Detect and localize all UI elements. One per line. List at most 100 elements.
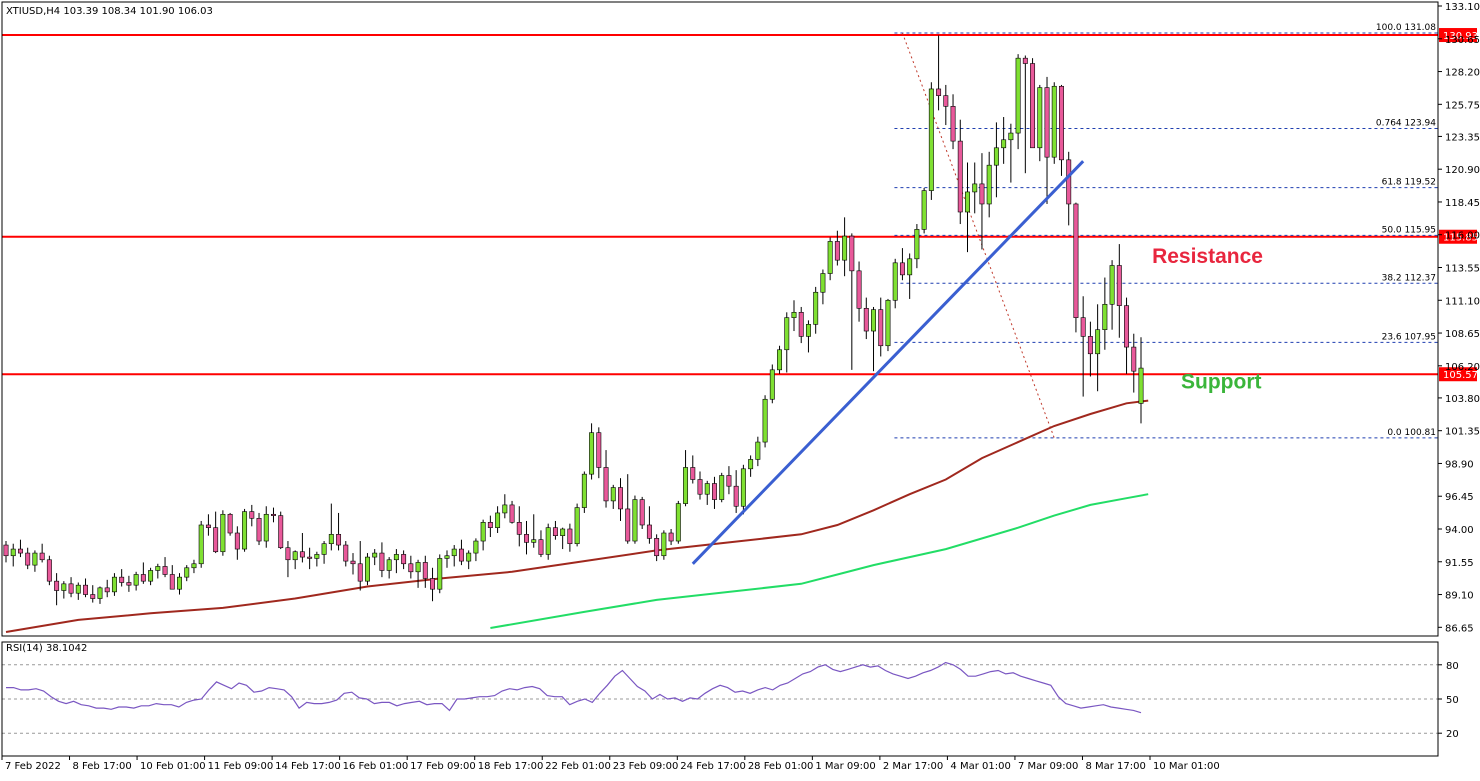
- candle-body: [885, 299, 891, 347]
- candle-body: [155, 566, 161, 571]
- candles-layer: [3, 35, 1144, 606]
- candle-body: [668, 532, 674, 542]
- candle-body: [762, 398, 768, 443]
- candle-body: [1095, 329, 1101, 355]
- date-tick-label: 14 Feb 17:00: [275, 761, 341, 772]
- candle-body: [683, 467, 689, 504]
- price-tag-box: [1439, 367, 1477, 382]
- candle-body: [892, 262, 898, 301]
- levels-layer: 130.93 115.85 105.57 100.0 131.08 0.764 123.…: [2, 23, 1478, 439]
- candle-body: [177, 576, 182, 590]
- price-tick-label: 113.55: [1445, 264, 1480, 275]
- candle-body: [32, 552, 38, 566]
- price-tag-label: 130.93: [1443, 31, 1478, 42]
- candle-body: [343, 544, 349, 562]
- fib-level-label: 0.0 100.81: [1387, 428, 1436, 438]
- candle-body: [97, 587, 103, 599]
- candle-body: [1059, 85, 1064, 161]
- price-tag-label: 105.57: [1443, 370, 1478, 381]
- candle-body: [357, 563, 363, 582]
- candle-body: [972, 183, 978, 193]
- candle-body: [393, 554, 399, 561]
- candle-body: [567, 528, 573, 545]
- price-tick-label: 133.10: [1445, 2, 1480, 13]
- candle-body: [914, 229, 920, 260]
- candle-body: [769, 369, 775, 400]
- candle-body: [292, 551, 298, 561]
- candle-body: [386, 559, 392, 571]
- candle-body: [10, 548, 16, 557]
- candle-body: [495, 512, 501, 528]
- candle-body: [1037, 87, 1043, 149]
- candle-body: [1131, 346, 1137, 372]
- candle-body: [719, 475, 725, 500]
- candle-body: [697, 479, 703, 495]
- main-pane-frame: [1, 1, 1439, 637]
- candle-body: [646, 524, 652, 539]
- candle-body: [379, 552, 385, 571]
- candle-body: [278, 515, 284, 549]
- candle-body: [524, 534, 529, 543]
- date-tick-label: 11 Feb 09:00: [208, 761, 274, 772]
- candle-body: [834, 241, 840, 261]
- candle-body: [1138, 367, 1144, 404]
- candle-body: [1044, 87, 1050, 158]
- candle-body: [271, 513, 276, 516]
- candle-body: [437, 558, 443, 590]
- price-tick-label: 108.65: [1445, 329, 1480, 340]
- candle-body: [820, 273, 826, 293]
- candle-body: [1030, 63, 1036, 149]
- candle-body: [1051, 85, 1057, 158]
- moving-averages-layer: [5, 399, 1149, 633]
- candle-body: [336, 534, 342, 546]
- candle-body: [805, 324, 811, 337]
- candle-body: [415, 562, 421, 573]
- candle-body: [1066, 159, 1072, 205]
- candle-body: [610, 487, 616, 502]
- price-tag-box: [1439, 28, 1477, 43]
- moving-average-dark: [5, 399, 1149, 633]
- candle-body: [907, 258, 913, 276]
- candle-body: [589, 432, 595, 475]
- trendline: [691, 160, 1085, 565]
- candle-body: [307, 556, 313, 559]
- candle-body: [618, 487, 623, 510]
- symbol-header: XTIUSD,H4 103.39 108.34 101.90 106.03: [6, 6, 213, 17]
- fib-level-label: 61.8 119.52: [1382, 178, 1436, 188]
- candle-body: [690, 467, 696, 480]
- candle-body: [979, 183, 985, 205]
- candle-body: [205, 524, 211, 528]
- fib-level-label: 38.2 112.37: [1382, 273, 1436, 283]
- date-tick-label: 18 Feb 17:00: [478, 761, 544, 772]
- price-tick-label: 118.45: [1445, 198, 1480, 209]
- candle-body: [1109, 265, 1115, 305]
- candle-body: [263, 513, 269, 542]
- date-tick-label: 16 Feb 01:00: [343, 761, 409, 772]
- candle-body: [986, 164, 992, 205]
- date-tick-label: 8 Mar 17:00: [1085, 761, 1145, 772]
- fib-swing-line: [901, 32, 1055, 439]
- candle-body: [444, 555, 450, 559]
- candle-body: [25, 552, 31, 566]
- candle-body: [61, 583, 67, 591]
- candle-body: [458, 548, 464, 562]
- price-tick-label: 125.75: [1445, 100, 1480, 111]
- candle-body: [921, 190, 927, 230]
- candle-body: [827, 241, 833, 274]
- candle-body: [184, 567, 190, 578]
- candle-body: [1124, 305, 1130, 348]
- candle-body: [552, 527, 558, 536]
- price-tick-label: 120.90: [1445, 165, 1480, 176]
- date-tick-label: 7 Mar 09:00: [1018, 761, 1078, 772]
- candle-body: [487, 522, 493, 528]
- candle-body: [849, 235, 855, 272]
- candle-body: [140, 574, 146, 582]
- candle-body: [574, 507, 580, 545]
- candle-body: [712, 483, 717, 500]
- candle-body: [943, 95, 949, 107]
- candle-body: [75, 584, 81, 594]
